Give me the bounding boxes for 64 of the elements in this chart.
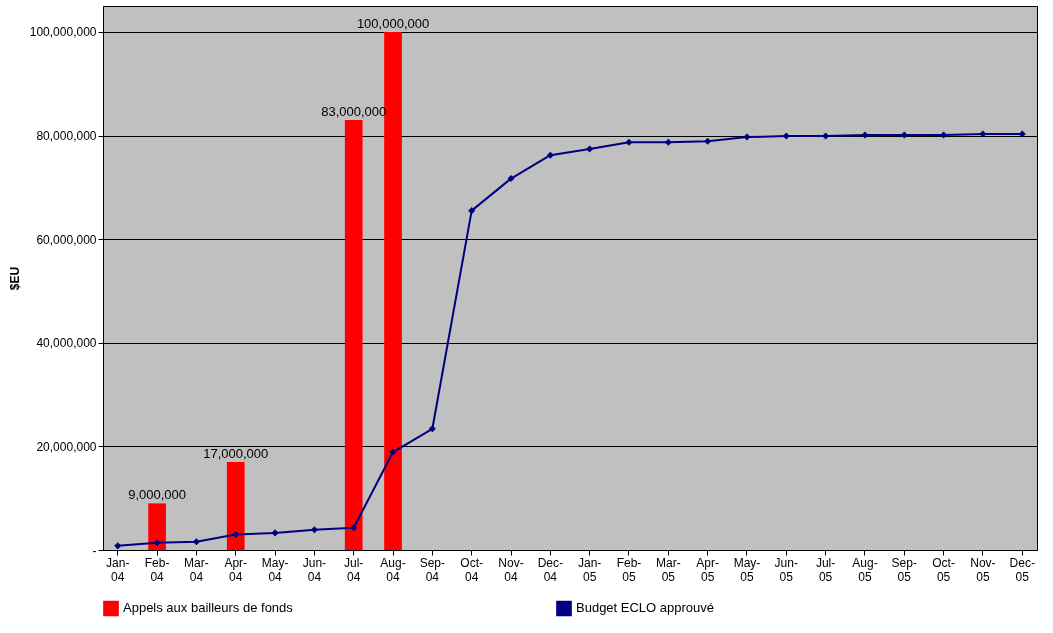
legend-label: Appels aux bailleurs de fonds bbox=[123, 600, 294, 616]
point bbox=[507, 174, 515, 183]
point bbox=[743, 133, 751, 141]
x-tick-label: Oct-05 bbox=[932, 555, 955, 584]
point bbox=[192, 538, 200, 546]
text: 17,000,000 bbox=[203, 445, 269, 461]
x-tick-label: Nov-05 bbox=[970, 555, 996, 584]
point bbox=[861, 131, 869, 139]
y-axis-title: $EU bbox=[7, 266, 22, 291]
x-tick-label: Jan-05 bbox=[577, 555, 602, 584]
point bbox=[389, 448, 397, 456]
point bbox=[271, 529, 279, 537]
point bbox=[625, 138, 633, 146]
point bbox=[114, 542, 122, 550]
x-tick-label: Jul-05 bbox=[815, 555, 836, 584]
point bbox=[664, 138, 672, 146]
x-tick-label: May-05 bbox=[733, 555, 761, 584]
y-tick-label: 80,000,000 bbox=[36, 129, 97, 144]
y-tick-label: 40,000,000 bbox=[36, 336, 97, 351]
point bbox=[428, 425, 436, 433]
point bbox=[940, 131, 948, 139]
point bbox=[350, 524, 358, 532]
x-tick-label: Aug-05 bbox=[852, 555, 878, 584]
x-tick-label: Feb-05 bbox=[616, 555, 642, 584]
x-tick-label: Mar-04 bbox=[184, 555, 209, 584]
point bbox=[979, 130, 987, 138]
x-tick-label: Dec-05 bbox=[1009, 555, 1035, 584]
point bbox=[1018, 130, 1026, 138]
point bbox=[153, 539, 161, 547]
legend-label: Budget ECLO approuvé bbox=[576, 600, 715, 616]
point bbox=[310, 526, 318, 534]
x-tick-label: Dec-04 bbox=[537, 555, 564, 584]
x-tick-label: Sep-05 bbox=[891, 555, 917, 584]
y-tick-label: 100,000,000 bbox=[29, 25, 97, 40]
y-tick-label: 20,000,000 bbox=[36, 439, 97, 454]
point bbox=[232, 530, 240, 538]
bar bbox=[344, 119, 363, 550]
x-tick-label: Jul-04 bbox=[344, 555, 364, 584]
text: 9,000,000 bbox=[128, 487, 186, 503]
x-tick-label: Apr-05 bbox=[696, 555, 719, 584]
x-tick-label: Jun-04 bbox=[302, 555, 327, 584]
x-tick-label: Feb-04 bbox=[144, 555, 170, 584]
bar bbox=[226, 461, 245, 550]
x-tick-label: Jun-05 bbox=[774, 555, 798, 584]
x-tick-label: Jan-04 bbox=[106, 555, 130, 584]
x-tick-label: Mar-05 bbox=[655, 555, 681, 584]
x-tick-label: Sep-04 bbox=[419, 555, 446, 584]
x-tick-label: Aug-04 bbox=[380, 555, 406, 584]
point bbox=[468, 207, 476, 215]
y-tick-label: 60,000,000 bbox=[36, 232, 97, 247]
point bbox=[704, 137, 712, 145]
point bbox=[782, 132, 790, 140]
text: 100,000,000 bbox=[356, 15, 430, 31]
bar bbox=[148, 503, 166, 550]
x-tick-label: May-04 bbox=[261, 555, 289, 584]
x-tick-label: Oct-04 bbox=[460, 555, 484, 584]
point bbox=[822, 132, 830, 140]
point bbox=[900, 131, 908, 139]
x-tick-label: Apr-04 bbox=[224, 555, 248, 584]
point bbox=[586, 145, 594, 153]
bar bbox=[384, 31, 402, 550]
point bbox=[546, 151, 554, 159]
y-tick-label: - bbox=[92, 543, 97, 558]
x-tick-label: Nov-04 bbox=[498, 555, 524, 584]
